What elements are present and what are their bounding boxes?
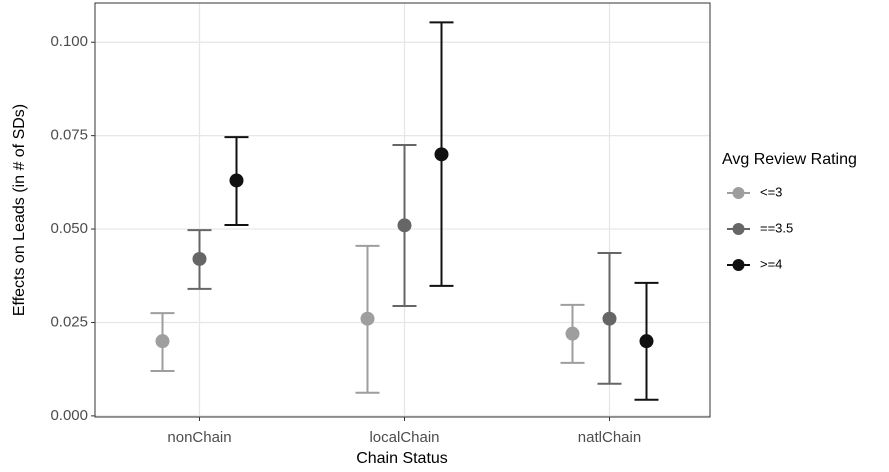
point: [229, 173, 244, 188]
point: [565, 326, 580, 341]
point: [397, 218, 412, 233]
legend-label: ==3.5: [760, 220, 793, 235]
y-tick-label: 0.075: [50, 127, 88, 144]
legend-title: Avg Review Rating: [722, 151, 857, 168]
x-tick-label: natlChain: [578, 429, 641, 446]
point: [360, 311, 375, 326]
legend-label: >=4: [760, 256, 782, 271]
x-tick-label: localChain: [369, 429, 439, 446]
y-tick-label: 0.100: [50, 33, 88, 50]
point: [434, 147, 449, 162]
legend-key-point: [732, 187, 745, 199]
point: [192, 251, 207, 266]
x-axis-title: Chain Status: [356, 450, 448, 467]
legend-label: <=3: [760, 184, 782, 199]
legend-key-point: [732, 223, 745, 235]
plot-panel: [95, 3, 710, 417]
legend-key-point: [732, 259, 745, 271]
y-axis-title: Effects on Leads (in # of SDs): [11, 104, 28, 316]
point: [602, 311, 617, 326]
y-tick-label: 0.000: [50, 407, 88, 424]
point: [639, 334, 654, 349]
plot-border: [94, 2, 711, 418]
point: [155, 334, 170, 349]
y-tick-label: 0.025: [50, 313, 88, 330]
y-tick-label: 0.050: [50, 220, 88, 237]
x-tick-label: nonChain: [167, 429, 231, 446]
